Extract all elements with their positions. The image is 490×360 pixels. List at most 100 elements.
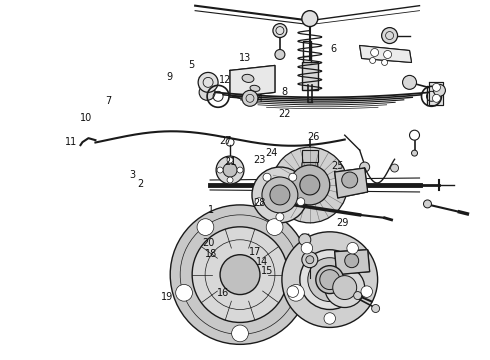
Circle shape bbox=[320, 270, 340, 289]
Circle shape bbox=[272, 147, 348, 223]
Circle shape bbox=[297, 198, 305, 206]
Text: 14: 14 bbox=[256, 257, 268, 267]
Circle shape bbox=[342, 172, 358, 188]
Text: 25: 25 bbox=[332, 161, 344, 171]
Circle shape bbox=[237, 167, 243, 173]
Circle shape bbox=[232, 325, 248, 342]
Text: 27: 27 bbox=[219, 136, 232, 145]
Text: 6: 6 bbox=[330, 44, 336, 54]
Circle shape bbox=[199, 84, 215, 100]
Text: 20: 20 bbox=[202, 238, 215, 248]
Polygon shape bbox=[429, 82, 443, 105]
Circle shape bbox=[287, 286, 298, 297]
Bar bbox=[303, 41, 311, 57]
Circle shape bbox=[361, 286, 372, 297]
Circle shape bbox=[282, 232, 378, 328]
Text: 15: 15 bbox=[261, 266, 273, 276]
Circle shape bbox=[370, 49, 379, 57]
Circle shape bbox=[316, 266, 343, 293]
Text: 1: 1 bbox=[208, 206, 214, 216]
Text: 9: 9 bbox=[166, 72, 172, 82]
Text: 4: 4 bbox=[257, 94, 263, 104]
Text: 26: 26 bbox=[307, 132, 319, 142]
Circle shape bbox=[434, 84, 445, 96]
Text: 12: 12 bbox=[219, 75, 232, 85]
Text: 24: 24 bbox=[266, 148, 278, 158]
Circle shape bbox=[325, 268, 365, 307]
Circle shape bbox=[371, 305, 380, 312]
Circle shape bbox=[433, 94, 441, 102]
Circle shape bbox=[170, 205, 310, 345]
Circle shape bbox=[345, 254, 359, 268]
Polygon shape bbox=[335, 168, 368, 198]
Text: 29: 29 bbox=[337, 218, 349, 228]
Circle shape bbox=[433, 84, 441, 91]
Circle shape bbox=[324, 313, 336, 324]
Circle shape bbox=[223, 163, 237, 177]
Circle shape bbox=[227, 177, 233, 183]
Bar bbox=[302, 150, 318, 162]
Circle shape bbox=[308, 258, 352, 302]
Circle shape bbox=[276, 213, 284, 221]
Circle shape bbox=[391, 164, 398, 172]
Text: 11: 11 bbox=[66, 138, 78, 147]
Text: 3: 3 bbox=[129, 170, 136, 180]
Polygon shape bbox=[230, 66, 275, 97]
Circle shape bbox=[198, 72, 218, 92]
Circle shape bbox=[301, 242, 313, 254]
Circle shape bbox=[176, 284, 193, 301]
Text: 10: 10 bbox=[80, 113, 92, 123]
Ellipse shape bbox=[242, 74, 254, 82]
Text: 18: 18 bbox=[205, 248, 217, 258]
Circle shape bbox=[217, 167, 223, 173]
Text: 8: 8 bbox=[281, 87, 287, 97]
Circle shape bbox=[302, 157, 318, 173]
Circle shape bbox=[302, 252, 318, 268]
Text: 19: 19 bbox=[161, 292, 173, 302]
Circle shape bbox=[295, 150, 325, 180]
Text: 5: 5 bbox=[188, 60, 195, 70]
Ellipse shape bbox=[250, 85, 260, 91]
Circle shape bbox=[423, 200, 432, 208]
Circle shape bbox=[273, 24, 287, 37]
Text: 16: 16 bbox=[217, 288, 229, 298]
Text: 2: 2 bbox=[137, 179, 143, 189]
Circle shape bbox=[354, 292, 362, 300]
Text: 23: 23 bbox=[253, 155, 266, 165]
Circle shape bbox=[302, 11, 318, 27]
Circle shape bbox=[412, 150, 417, 156]
Text: 7: 7 bbox=[105, 96, 111, 106]
Circle shape bbox=[306, 256, 314, 264]
Circle shape bbox=[360, 162, 369, 172]
Circle shape bbox=[289, 173, 297, 181]
Circle shape bbox=[369, 58, 376, 63]
Circle shape bbox=[382, 28, 397, 44]
Circle shape bbox=[252, 167, 308, 223]
Circle shape bbox=[333, 276, 357, 300]
Circle shape bbox=[242, 90, 258, 106]
Circle shape bbox=[290, 165, 330, 205]
Circle shape bbox=[384, 50, 392, 58]
Polygon shape bbox=[360, 45, 412, 62]
Circle shape bbox=[288, 284, 304, 301]
Circle shape bbox=[216, 156, 244, 184]
Text: 17: 17 bbox=[248, 247, 261, 257]
Polygon shape bbox=[335, 250, 369, 275]
Circle shape bbox=[266, 219, 283, 235]
Circle shape bbox=[270, 185, 290, 205]
Circle shape bbox=[192, 227, 288, 323]
Text: 22: 22 bbox=[278, 109, 291, 119]
Circle shape bbox=[263, 173, 271, 181]
Circle shape bbox=[262, 177, 298, 213]
Circle shape bbox=[300, 250, 360, 310]
Circle shape bbox=[410, 130, 419, 140]
Bar bbox=[302, 62, 318, 90]
Circle shape bbox=[227, 157, 233, 163]
Circle shape bbox=[255, 198, 263, 206]
Circle shape bbox=[347, 242, 358, 254]
Circle shape bbox=[197, 219, 214, 235]
Text: 28: 28 bbox=[253, 198, 266, 208]
Text: 21: 21 bbox=[224, 157, 237, 167]
Circle shape bbox=[220, 255, 260, 294]
Circle shape bbox=[275, 50, 285, 59]
